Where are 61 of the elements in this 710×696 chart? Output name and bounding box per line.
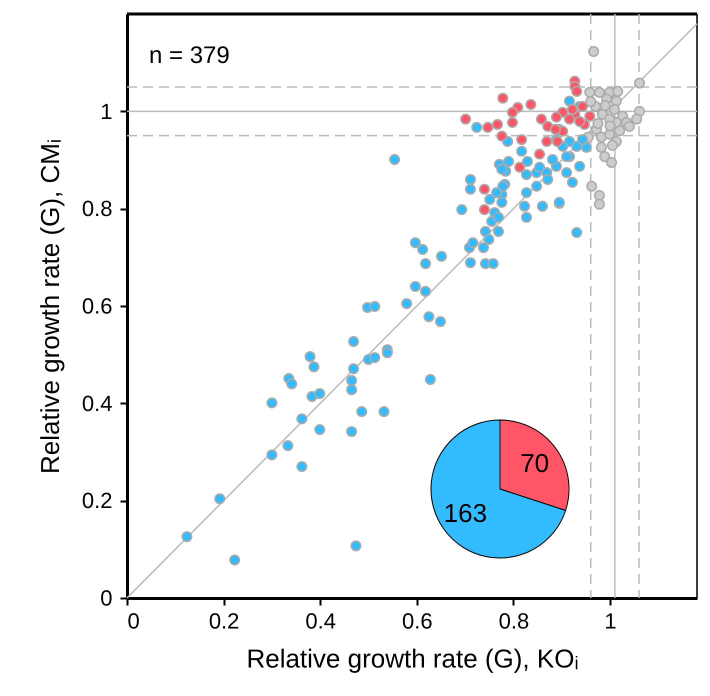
y-tick-label: 0 bbox=[100, 586, 112, 610]
point bbox=[516, 134, 528, 146]
x-tick-label: 0.2 bbox=[208, 608, 240, 634]
point bbox=[624, 120, 635, 132]
point bbox=[482, 122, 494, 133]
point bbox=[478, 204, 490, 216]
point bbox=[594, 198, 605, 210]
point bbox=[592, 118, 604, 129]
point bbox=[460, 114, 472, 125]
x-tick-label: 0.8 bbox=[498, 608, 530, 634]
point bbox=[577, 100, 588, 112]
point bbox=[492, 118, 503, 130]
point bbox=[514, 162, 526, 173]
x-tick-label: 0.6 bbox=[402, 608, 433, 634]
data-label: 163 bbox=[444, 498, 488, 528]
point bbox=[600, 100, 611, 111]
point bbox=[525, 99, 536, 110]
point bbox=[564, 114, 575, 125]
point bbox=[606, 156, 617, 168]
point bbox=[606, 140, 618, 151]
point bbox=[541, 136, 552, 147]
point bbox=[497, 92, 508, 104]
y-tick-label: 0.4 bbox=[82, 390, 112, 416]
point bbox=[604, 120, 616, 132]
point bbox=[550, 112, 562, 123]
point bbox=[612, 86, 624, 97]
point bbox=[634, 78, 646, 89]
y-tick-label: 0.2 bbox=[82, 488, 112, 514]
pie-slice bbox=[430, 420, 566, 558]
point bbox=[599, 151, 610, 162]
point bbox=[574, 116, 586, 128]
x-tick-label: 1 bbox=[604, 608, 617, 634]
y-tick-label: 1 bbox=[100, 98, 112, 124]
point bbox=[506, 106, 518, 118]
data-label: 70 bbox=[520, 448, 550, 478]
point bbox=[550, 124, 561, 135]
point bbox=[596, 142, 607, 153]
point bbox=[586, 180, 598, 192]
point bbox=[571, 86, 582, 97]
x-axis-title: Relative growth rate (G), KOᵢ bbox=[246, 644, 579, 674]
point bbox=[588, 46, 600, 57]
y-axis-title: Relative growth rate (G), CMᵢ bbox=[34, 139, 65, 474]
y-tick-label: 0.8 bbox=[82, 196, 112, 222]
point bbox=[585, 96, 596, 108]
x-tick-label: 0.4 bbox=[305, 608, 336, 634]
point bbox=[566, 104, 578, 115]
point bbox=[536, 114, 547, 125]
point bbox=[594, 190, 605, 202]
point bbox=[534, 148, 546, 160]
point bbox=[506, 117, 518, 128]
x-tick-label: 0 bbox=[128, 608, 140, 634]
point bbox=[614, 125, 626, 136]
point bbox=[594, 86, 605, 98]
point bbox=[496, 130, 508, 142]
point bbox=[584, 86, 596, 98]
point bbox=[478, 184, 490, 195]
point bbox=[631, 114, 642, 125]
point bbox=[584, 110, 596, 122]
y-tick-label: 0.6 bbox=[82, 294, 112, 318]
annotation: n = 379 bbox=[149, 42, 230, 69]
point bbox=[608, 104, 620, 115]
